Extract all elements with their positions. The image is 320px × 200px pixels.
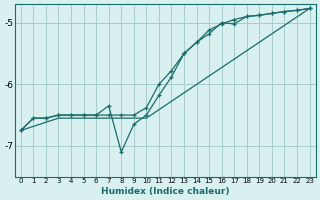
X-axis label: Humidex (Indice chaleur): Humidex (Indice chaleur) [101,187,229,196]
